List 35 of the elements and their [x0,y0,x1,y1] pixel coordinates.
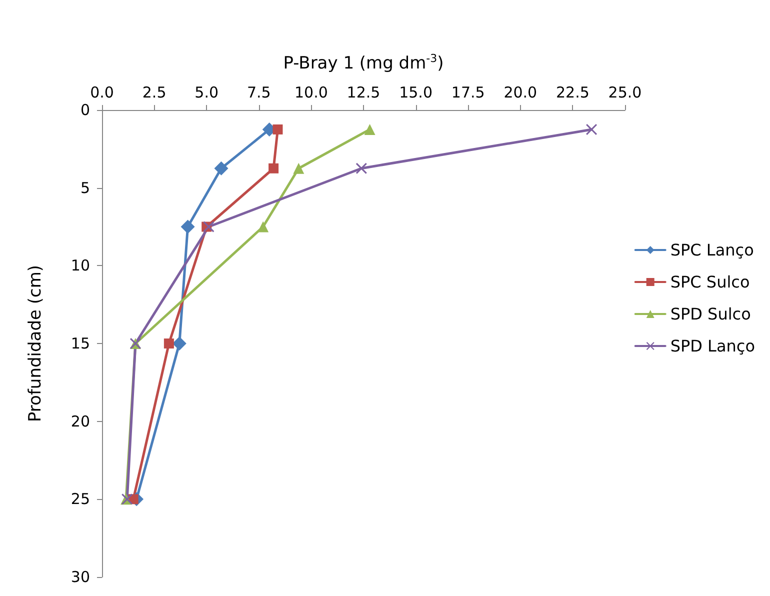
point [164,338,174,348]
legend-label: SPC Sulco [670,272,750,292]
y-axis-title: Profundidade (cm) [26,264,46,422]
y-tick-label: 15 [70,334,90,352]
legend-label: SPD Lanço [670,336,755,356]
point [272,124,283,134]
point [203,221,214,232]
legend-label: SPD Sulco [670,304,751,324]
x-tick-label: 10.0 [294,84,328,102]
point [258,221,269,232]
point [586,124,598,135]
x-tick-label: 20.0 [504,84,538,102]
x-tick-label: 25.0 [608,84,642,102]
x-tick-label: 15.0 [399,84,433,102]
point [268,163,279,174]
x-tick-label: 12.5 [346,84,380,102]
x-tick-label: 22.5 [556,84,590,102]
x-tick-label: 17.5 [451,84,485,102]
point [180,220,195,234]
y-tick-label: 20 [70,412,90,430]
legend-label: SPC Lanço [670,240,754,260]
x-tick-label: 5.0 [194,84,219,102]
point [364,124,376,135]
point [214,161,228,176]
y-tick-label: 10 [70,256,90,275]
x-tick-label: 7.5 [246,84,271,102]
point [356,162,367,174]
y-tick-label: 30 [70,568,90,586]
y-tick-label: 0 [80,101,90,119]
x-tick-label: 0.0 [90,84,114,102]
y-tick-label: 25 [70,490,90,508]
y-tick-label: 5 [80,178,90,197]
point [172,336,186,350]
point [293,162,304,174]
x-tick-label: 2.5 [142,84,166,102]
